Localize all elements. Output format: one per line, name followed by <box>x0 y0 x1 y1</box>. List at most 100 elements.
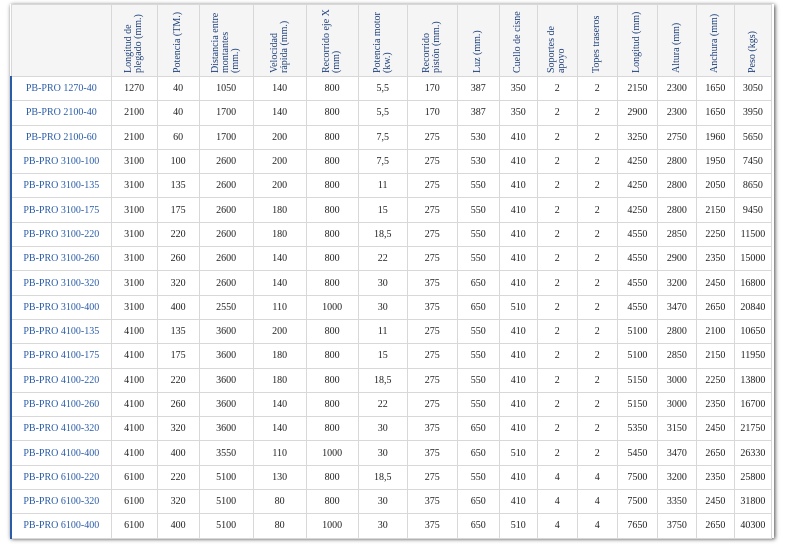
cell: 6100 <box>110 489 158 515</box>
column-header: Soportes de apoyo <box>536 4 578 77</box>
cell: 650 <box>456 513 500 539</box>
cell: 375 <box>406 513 458 539</box>
model-name[interactable]: PB-PRO 4100-220 <box>9 367 112 393</box>
cell: 4550 <box>616 270 658 296</box>
cell: 5450 <box>616 440 658 466</box>
cell: 2250 <box>695 221 735 248</box>
cell: 2600 <box>198 148 254 175</box>
model-name[interactable]: PB-PRO 2100-60 <box>9 124 112 150</box>
model-name[interactable]: PB-PRO 4100-400 <box>9 440 112 466</box>
cell: 31800 <box>733 489 773 515</box>
cell: 4250 <box>616 148 658 175</box>
cell: 2900 <box>616 100 658 126</box>
cell: 410 <box>498 367 538 393</box>
cell: 2600 <box>198 246 254 272</box>
cell: 3600 <box>198 391 254 418</box>
row: PB-PRO 3100-175 3100 175 2600 180 800 15 275 550… <box>9 197 773 223</box>
model-name[interactable]: PB-PRO 6100-220 <box>9 464 112 491</box>
model-name[interactable]: PB-PRO 6100-320 <box>9 489 112 515</box>
cell: 5350 <box>616 416 658 442</box>
cell: 220 <box>156 221 200 248</box>
cell: 800 <box>305 246 359 272</box>
cell: 375 <box>406 270 458 296</box>
cell: 510 <box>498 513 538 539</box>
cell: 550 <box>456 246 500 272</box>
row: PB-PRO 4100-175 4100 175 3600 180 800 15 275 550… <box>9 343 773 369</box>
cell: 2 <box>536 221 578 248</box>
cell: 140 <box>252 100 307 126</box>
cell: 800 <box>305 416 359 442</box>
cell: 410 <box>498 489 538 515</box>
model-name[interactable]: PB-PRO 3100-400 <box>9 294 112 320</box>
cell: 2450 <box>695 489 735 515</box>
cell: 4 <box>536 489 578 515</box>
header-text: Anchura (mm) <box>709 13 721 73</box>
cell: 135 <box>156 173 200 199</box>
cell: 5100 <box>198 489 254 515</box>
model-name[interactable]: PB-PRO 4100-320 <box>9 416 112 442</box>
cell: 5150 <box>616 391 658 418</box>
cell: 800 <box>305 464 359 491</box>
cell: 550 <box>456 367 500 393</box>
cell: 5,5 <box>357 100 408 126</box>
cell: 1650 <box>695 100 735 126</box>
cell: 7650 <box>616 513 658 539</box>
cell: 800 <box>305 197 359 223</box>
cell: 110 <box>252 440 307 466</box>
cell: 3100 <box>110 173 158 199</box>
cell: 2 <box>576 221 618 248</box>
cell: 530 <box>456 124 500 150</box>
cell: 320 <box>156 489 200 515</box>
cell: 410 <box>498 391 538 418</box>
cell: 2 <box>536 75 578 102</box>
model-name[interactable]: PB-PRO 4100-260 <box>9 391 112 418</box>
cell: 275 <box>406 391 458 418</box>
cell: 410 <box>498 464 538 491</box>
cell: 550 <box>456 318 500 345</box>
cell: 3470 <box>656 294 697 320</box>
cell: 800 <box>305 75 359 102</box>
model-name[interactable]: PB-PRO 3100-220 <box>9 221 112 248</box>
cell: 410 <box>498 221 538 248</box>
cell: 800 <box>305 148 359 175</box>
cell: 550 <box>456 221 500 248</box>
cell: 60 <box>156 124 200 150</box>
cell: 2300 <box>656 75 697 102</box>
row: PB-PRO 3100-260 3100 260 2600 140 800 22 275 550… <box>9 246 773 272</box>
row: PB-PRO 4100-220 4100 220 3600 180 800 18,5 275 5… <box>9 367 773 393</box>
model-name[interactable]: PB-PRO 3100-260 <box>9 246 112 272</box>
cell: 400 <box>156 440 200 466</box>
cell: 2 <box>576 270 618 296</box>
model-name[interactable]: PB-PRO 4100-175 <box>9 343 112 369</box>
cell: 375 <box>406 294 458 320</box>
cell: 410 <box>498 173 538 199</box>
model-name[interactable]: PB-PRO 3100-135 <box>9 173 112 199</box>
cell: 15 <box>357 197 408 223</box>
cell: 175 <box>156 343 200 369</box>
cell: 7,5 <box>357 148 408 175</box>
model-name[interactable]: PB-PRO 3100-320 <box>9 270 112 296</box>
cell: 40 <box>156 75 200 102</box>
cell: 3250 <box>616 124 658 150</box>
model-name[interactable]: PB-PRO 4100-135 <box>9 318 112 345</box>
model-name[interactable]: PB-PRO 3100-175 <box>9 197 112 223</box>
cell: 5650 <box>733 124 773 150</box>
row: PB-PRO 6100-400 6100 400 5100 80 1000 30 375 650… <box>9 513 773 539</box>
cell: 4100 <box>110 367 158 393</box>
cell: 3100 <box>110 221 158 248</box>
cell: 3950 <box>733 100 773 126</box>
row: PB-PRO 3100-220 3100 220 2600 180 800 18,5 275 5… <box>9 221 773 248</box>
cell: 180 <box>252 197 307 223</box>
model-name[interactable]: PB-PRO 1270-40 <box>9 75 112 102</box>
cell: 3600 <box>198 416 254 442</box>
cell: 650 <box>456 440 500 466</box>
model-name[interactable]: PB-PRO 3100-100 <box>9 148 112 175</box>
row: PB-PRO 3100-135 3100 135 2600 200 800 11 275 550… <box>9 173 773 199</box>
cell: 220 <box>156 464 200 491</box>
model-name[interactable]: PB-PRO 2100-40 <box>9 100 112 126</box>
cell: 3000 <box>656 367 697 393</box>
cell: 2 <box>536 246 578 272</box>
row: PB-PRO 4100-135 4100 135 3600 200 800 11 275 550… <box>9 318 773 345</box>
model-name[interactable]: PB-PRO 6100-400 <box>9 513 112 539</box>
row: PB-PRO 1270-40 1270 40 1050 140 800 5,5 170 387 3… <box>9 75 773 102</box>
